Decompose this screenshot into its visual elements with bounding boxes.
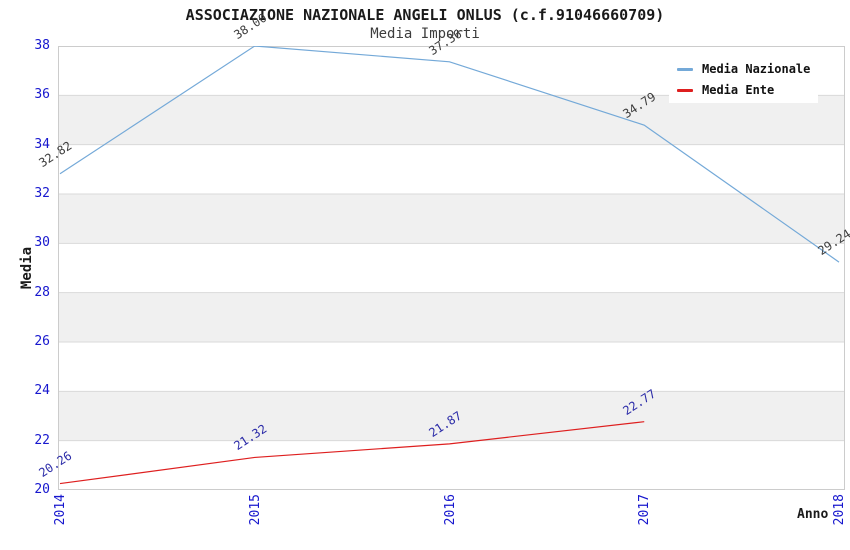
y-axis-label: Media xyxy=(19,246,35,290)
plot-area xyxy=(58,46,845,490)
y-tick-label: 20 xyxy=(34,482,50,497)
legend-label-media-nazionale: Media Nazionale xyxy=(702,62,811,76)
x-tick-label: 2017 xyxy=(637,494,653,526)
legend: Media Nazionale Media Ente xyxy=(669,56,819,103)
x-tick-label: 2015 xyxy=(247,494,263,526)
x-tick-label: 2016 xyxy=(442,494,458,526)
series-line-media-ente xyxy=(59,421,645,485)
y-tick-label: 24 xyxy=(34,383,50,399)
x-axis-label: Anno xyxy=(797,507,829,522)
plot-band xyxy=(59,194,844,244)
y-tick-label: 32 xyxy=(34,186,50,201)
legend-swatch-media-nazionale xyxy=(677,67,693,71)
y-tick-label: 30 xyxy=(34,235,50,251)
y-tick-label: 26 xyxy=(34,334,50,349)
plot-band xyxy=(59,440,844,490)
plot-band xyxy=(59,144,844,194)
plot-band xyxy=(59,391,844,441)
plot-border xyxy=(58,46,845,490)
x-tick-label: 2014 xyxy=(53,494,68,526)
plot-band xyxy=(59,342,844,392)
y-tick-label: 22 xyxy=(34,432,50,448)
legend-swatch-media-ente xyxy=(677,88,693,92)
plot-band xyxy=(59,292,844,342)
x-tick-label: 2018 xyxy=(832,494,847,526)
legend-label-media-ente: Media Ente xyxy=(702,83,775,97)
legend-item-media-ente: Media Ente xyxy=(677,83,810,97)
plot-band xyxy=(59,243,844,293)
chart-subtitle: Media Importi xyxy=(370,26,480,42)
y-tick-label: 36 xyxy=(34,87,50,103)
y-tick-label: 28 xyxy=(34,284,50,300)
series-line-media-nazionale xyxy=(59,46,840,263)
chart-title: ASSOCIAZIONE NAZIONALE ANGELI ONLUS (c.f… xyxy=(185,6,665,24)
y-tick-label: 38 xyxy=(34,38,50,53)
legend-item-media-nazionale: Media Nazionale xyxy=(677,62,810,76)
y-tick-label: 34 xyxy=(34,136,50,152)
plot-band xyxy=(59,95,844,145)
